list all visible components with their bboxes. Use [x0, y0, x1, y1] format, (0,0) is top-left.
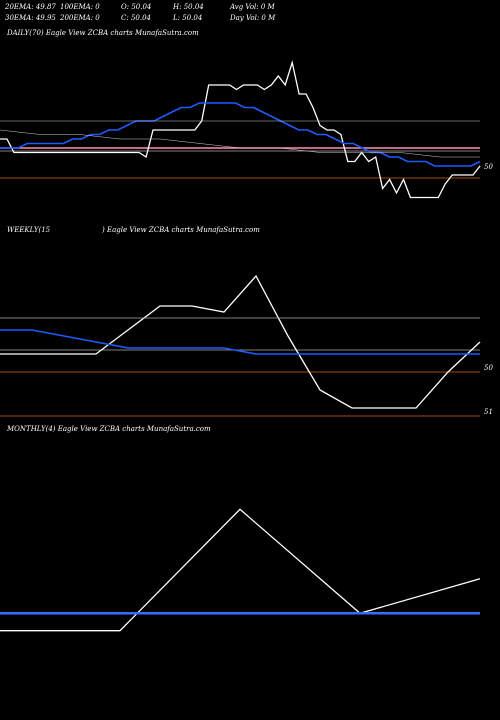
weekly-panel-label-right: ) Eagle View ZCBA charts MunafaSutra.com	[102, 226, 260, 234]
daily-price-line	[0, 59, 481, 199]
ema30-readout: 30EMA: 49.95	[5, 14, 56, 22]
day-vol-readout: Day Vol: 0 M	[230, 14, 276, 22]
ema200-readout: 200EMA: 0	[60, 14, 100, 22]
low-readout: L: 50.04	[173, 14, 203, 22]
weekly-y-tick-50: 50	[484, 364, 493, 372]
high-readout: H: 50.04	[173, 3, 204, 11]
monthly-panel-label: MONTHLY(4) Eagle View ZCBA charts Munafa…	[7, 425, 211, 433]
weekly-ema-line	[0, 329, 480, 355]
avg-vol-readout: Avg Vol: 0 M	[230, 3, 275, 11]
daily-ema-line-3	[0, 129, 480, 158]
weekly-price-line	[0, 274, 481, 409]
ema100-readout: 100EMA: 0	[60, 3, 100, 11]
daily-panel-label: DAILY(70) Eagle View ZCBA charts MunafaS…	[7, 29, 199, 37]
open-readout: O: 50.04	[121, 3, 152, 11]
ema20-readout: 20EMA: 49.87	[5, 3, 56, 11]
weekly-panel-label-left: WEEKLY(15	[7, 226, 51, 234]
weekly-y-tick-51: 51	[484, 408, 493, 416]
daily-ema-line	[0, 102, 481, 167]
close-readout: C: 50.04	[121, 14, 151, 22]
daily-y-tick: 50	[484, 163, 493, 171]
monthly-price-line	[0, 508, 481, 632]
